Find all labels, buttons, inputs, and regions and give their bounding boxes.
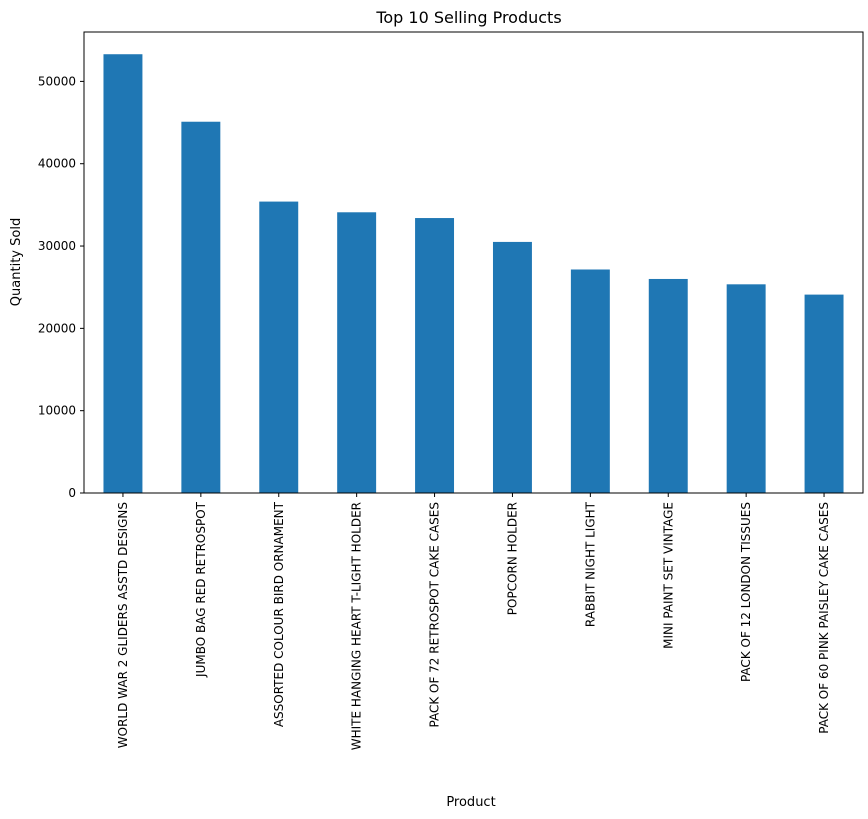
bar xyxy=(492,241,532,493)
bar xyxy=(648,278,688,493)
plot-frame xyxy=(83,31,864,494)
x-tick-label: JUMBO BAG RED RETROSPOT xyxy=(194,501,208,678)
x-tick-label: PACK OF 72 RETROSPOT CAKE CASES xyxy=(428,502,442,728)
y-tick-label: 30000 xyxy=(38,239,76,253)
x-tick-label: POPCORN HOLDER xyxy=(505,502,519,615)
x-tick-label: WORLD WAR 2 GLIDERS ASSTD DESIGNS xyxy=(116,502,130,748)
x-tick-label: MINI PAINT SET VINTAGE xyxy=(661,502,675,649)
bars-group xyxy=(103,54,844,494)
bar xyxy=(726,284,766,493)
bar xyxy=(570,269,610,493)
x-tick-label: WHITE HANGING HEART T-LIGHT HOLDER xyxy=(350,502,364,750)
y-axis-label: Quantity Sold xyxy=(9,218,24,306)
x-axis-label: Product xyxy=(446,795,495,810)
y-tick-label: 50000 xyxy=(38,74,76,88)
bar xyxy=(804,294,844,493)
y-axis-ticks: 0 10000 20000 30000 40000 50000 xyxy=(38,74,84,500)
bar xyxy=(337,212,377,493)
x-tick-label: ASSORTED COLOUR BIRD ORNAMENT xyxy=(272,501,286,727)
y-tick-label: 10000 xyxy=(38,404,76,418)
x-tick-label: PACK OF 12 LONDON TISSUES xyxy=(739,502,753,682)
bar xyxy=(259,201,299,493)
y-tick-label: 20000 xyxy=(38,321,76,335)
y-tick-label: 0 xyxy=(68,486,76,500)
bar xyxy=(103,54,143,494)
chart-title: Top 10 Selling Products xyxy=(375,8,561,27)
x-axis-ticks: WORLD WAR 2 GLIDERS ASSTD DESIGNS JUMBO B… xyxy=(116,493,831,750)
y-tick-label: 40000 xyxy=(38,157,76,171)
bar xyxy=(415,218,455,493)
bar xyxy=(181,121,221,494)
x-tick-label: RABBIT NIGHT LIGHT xyxy=(583,501,597,627)
x-tick-label: PACK OF 60 PINK PAISLEY CAKE CASES xyxy=(817,502,831,734)
